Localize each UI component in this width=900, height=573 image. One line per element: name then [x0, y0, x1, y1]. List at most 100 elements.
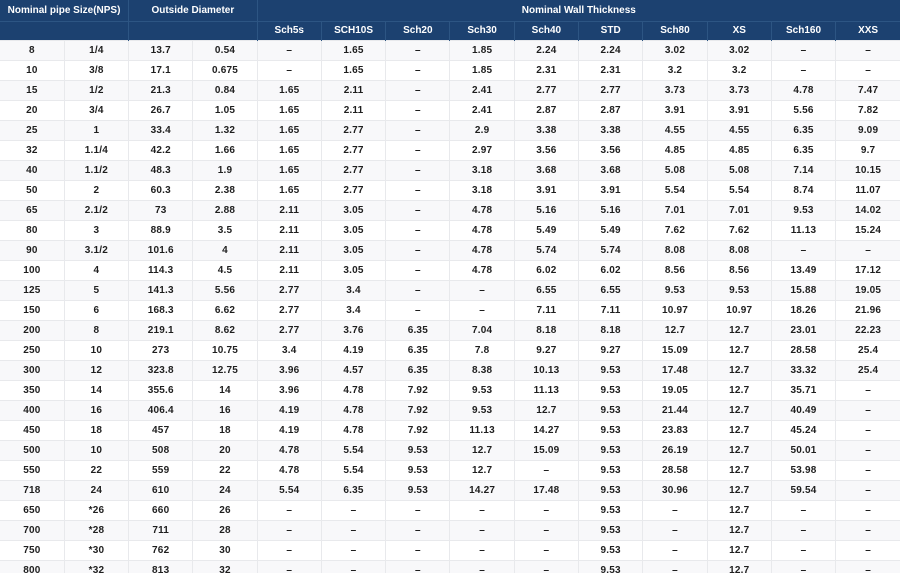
table-cell: 21.3 — [128, 79, 194, 101]
table-cell: 2.77 — [320, 179, 387, 201]
table-cell: – — [385, 499, 451, 521]
table-cell: 660 — [128, 499, 194, 521]
table-cell: 2 — [63, 179, 130, 201]
table-cell: – — [385, 79, 451, 101]
table-cell: – — [513, 459, 580, 481]
table-row: 32 1.1/4 42.2 1.66 1.65 2.77–2.97 3.56 3.56 4.85… — [0, 139, 900, 161]
table-cell: 4.5 — [192, 259, 258, 281]
table-cell: 2.77 — [513, 79, 580, 101]
table-cell: – — [770, 559, 837, 573]
table-cell: 3.91 — [706, 99, 772, 121]
table-cell: 2.77 — [320, 119, 387, 141]
table-cell: – — [449, 539, 515, 561]
column-header-sch80: Sch80 — [642, 20, 708, 40]
table-cell: – — [770, 59, 837, 81]
table-cell: 100 — [0, 259, 65, 281]
column-header-sch40: Sch40 — [513, 20, 580, 40]
table-cell: 10.75 — [192, 339, 258, 361]
table-cell: 718 — [0, 479, 65, 501]
table-row: 90 3.1/2 101.6 4 2.11 3.05–4.78 5.74 5.74 8.08 8.… — [0, 239, 900, 261]
header-nominal-wall-thickness: Nominal Wall Thickness — [256, 0, 900, 22]
header-nps-spacer — [0, 20, 130, 40]
table-row: 800 *32 813 32– – – – –9.53–12.7– – — [0, 559, 900, 573]
table-cell: 59.54 — [770, 479, 837, 501]
table-cell: 3.91 — [642, 99, 708, 121]
table-cell: 23.01 — [770, 319, 837, 341]
table-cell: 18.26 — [770, 299, 837, 321]
table-cell: – — [256, 519, 322, 541]
table-cell: 3.05 — [320, 259, 387, 281]
table-cell: – — [513, 539, 580, 561]
table-cell: 12.7 — [706, 519, 772, 541]
table-row: 300 12 323.8 12.75 3.96 4.57 6.35 8.38 10.13 9.53… — [0, 359, 900, 381]
table-cell: 11.07 — [835, 179, 900, 201]
table-row: 40 1.1/2 48.3 1.9 1.65 2.77–3.18 3.68 3.68 5.08 5… — [0, 159, 900, 181]
table-cell: 7.14 — [770, 159, 837, 181]
table-cell: 16 — [192, 399, 258, 421]
table-cell: 400 — [0, 399, 65, 421]
table-cell: 3 — [63, 219, 130, 241]
table-cell: – — [770, 539, 837, 561]
table-cell: 88.9 — [128, 219, 194, 241]
table-cell: 12.7 — [706, 459, 772, 481]
table-cell: 300 — [0, 359, 65, 381]
table-cell: 125 — [0, 279, 65, 301]
table-row: 10 3/8 17.1 0.675–1.65–1.85 2.31 2.31 3.2 3.2– – — [0, 59, 900, 81]
table-cell: 4.57 — [320, 359, 387, 381]
table-cell: – — [449, 519, 515, 541]
table-cell: 3.05 — [320, 239, 387, 261]
table-cell: – — [449, 279, 515, 301]
table-cell: 22 — [192, 459, 258, 481]
table-cell: 90 — [0, 239, 65, 261]
table-cell: 8.38 — [449, 359, 515, 381]
table-cell: 3.56 — [578, 139, 644, 161]
table-cell: 7.92 — [385, 379, 451, 401]
table-cell: 15 — [0, 79, 65, 101]
table-row: 718 24 610 24 5.54 6.35 9.53 14.27 17.48 9.53 30.9… — [0, 479, 900, 501]
table-cell: – — [513, 499, 580, 521]
table-cell: 4.85 — [642, 139, 708, 161]
table-cell: 12.7 — [706, 539, 772, 561]
table-cell: 7.11 — [578, 299, 644, 321]
table-cell: 6.35 — [385, 319, 451, 341]
table-cell: 200 — [0, 319, 65, 341]
table-cell: 45.24 — [770, 419, 837, 441]
table-cell: 12.7 — [706, 419, 772, 441]
table-cell: 15.09 — [513, 439, 580, 461]
table-cell: 219.1 — [128, 319, 194, 341]
header-outside-diameter: Outside Diameter — [128, 0, 258, 22]
table-cell: 14.02 — [835, 199, 900, 221]
table-cell: 3.96 — [256, 379, 322, 401]
table-cell: – — [835, 559, 900, 573]
table-cell: 150 — [0, 299, 65, 321]
table-cell: 9.53 — [578, 559, 644, 573]
table-cell: 4.78 — [256, 439, 322, 461]
table-cell: 9.27 — [513, 339, 580, 361]
table-cell: 4.78 — [320, 399, 387, 421]
table-cell: 25 — [0, 119, 65, 141]
table-cell: 610 — [128, 479, 194, 501]
table-cell: 12.7 — [706, 499, 772, 521]
table-cell: – — [835, 239, 900, 261]
table-cell: 32 — [192, 559, 258, 573]
table-cell: 9.53 — [578, 459, 644, 481]
table-row: 200 8 219.1 8.62 2.77 3.76 6.35 7.04 8.18 8.18 12.… — [0, 319, 900, 341]
table-cell: 12 — [63, 359, 130, 381]
table-cell: 2.87 — [578, 99, 644, 121]
table-cell: 114.3 — [128, 259, 194, 281]
table-cell: 1/2 — [63, 79, 130, 101]
table-cell: 65 — [0, 199, 65, 221]
table-cell: 3.02 — [642, 39, 708, 61]
table-cell: 8.08 — [706, 239, 772, 261]
table-cell: – — [835, 419, 900, 441]
table-cell: 3.91 — [513, 179, 580, 201]
table-cell: 4.78 — [320, 419, 387, 441]
table-cell: 0.675 — [192, 59, 258, 81]
table-cell: 1.65 — [256, 119, 322, 141]
table-cell: 559 — [128, 459, 194, 481]
table-cell: 8.56 — [706, 259, 772, 281]
table-cell: 50 — [0, 179, 65, 201]
table-cell: 3.1/2 — [63, 239, 130, 261]
table-cell: 13.7 — [128, 39, 194, 61]
table-cell: 9.53 — [578, 499, 644, 521]
